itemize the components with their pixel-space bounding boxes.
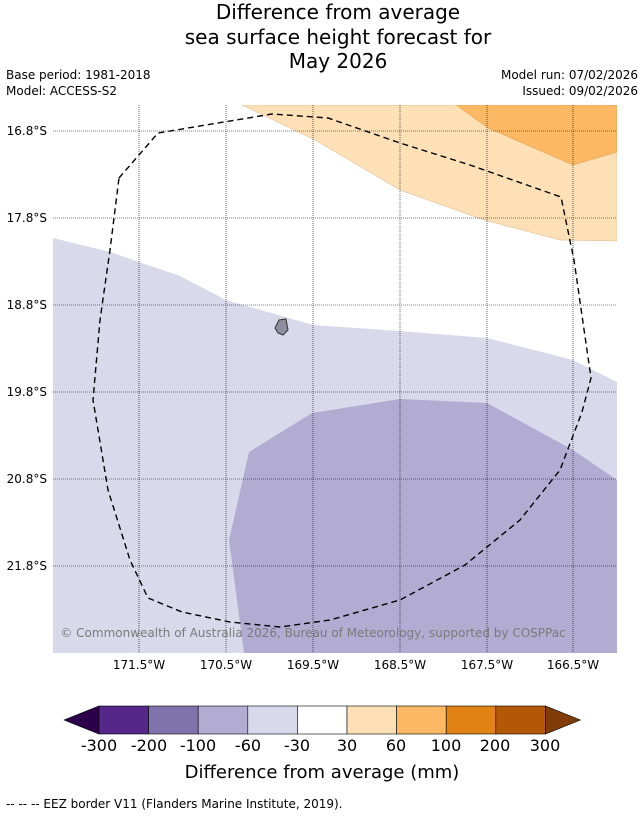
lat-label: 18.8°S	[7, 298, 47, 312]
colorbar-label: 100	[430, 736, 462, 755]
colorbar-segment	[148, 705, 199, 735]
lat-label: 19.8°S	[7, 385, 47, 399]
map-plot-area: © Commonwealth of Australia 2026, Bureau…	[53, 105, 617, 653]
meta-right: Model run: 07/02/2026 Issued: 09/02/2026	[501, 68, 638, 100]
attribution-text: © Commonwealth of Australia 2026, Bureau…	[60, 626, 565, 640]
colorbar-labels: -300 -200 -100 -60 -30 30 60 100 200 300	[0, 736, 644, 756]
title-line-3: May 2026	[288, 49, 388, 73]
lat-label: 21.8°S	[7, 559, 47, 573]
lon-label: 166.5°W	[547, 658, 599, 672]
colorbar-label: -200	[130, 736, 168, 755]
lat-label: 20.8°S	[7, 472, 47, 486]
colorbar-label: 300	[529, 736, 561, 755]
title-line-1: Difference from average	[215, 0, 461, 24]
colorbar-segment	[297, 705, 348, 735]
colorbar-segment	[346, 705, 397, 735]
colorbar-segment	[396, 705, 447, 735]
lon-label: 168.5°W	[374, 658, 426, 672]
eez-footnote: -- -- -- EEZ border V11 (Flanders Marine…	[6, 797, 343, 811]
lon-label: 167.5°W	[461, 658, 513, 672]
colorbar-extend-low	[63, 705, 100, 735]
lat-label: 16.8°S	[7, 124, 47, 138]
base-period: Base period: 1981-2018	[6, 68, 151, 82]
colorbar-label: -300	[80, 736, 118, 755]
colorbar	[63, 705, 582, 735]
latitude-labels: 16.8°S 17.8°S 18.8°S 19.8°S 20.8°S 21.8°…	[7, 124, 47, 573]
contour-60-100	[455, 105, 617, 166]
lat-label: 17.8°S	[7, 211, 47, 225]
colorbar-label: -100	[179, 736, 217, 755]
colorbar-segment	[98, 705, 149, 735]
colorbar-segment	[197, 705, 249, 735]
colorbar-segment	[445, 705, 497, 735]
lon-label: 169.5°W	[287, 658, 339, 672]
longitude-labels: 171.5°W 170.5°W 169.5°W 168.5°W 167.5°W …	[113, 658, 599, 672]
map-title: Difference from average sea surface heig…	[0, 0, 644, 74]
colorbar-title: Difference from average (mm)	[184, 762, 460, 783]
contour-minus60-minus100	[229, 399, 617, 653]
meta-left: Base period: 1981-2018 Model: ACCESS-S2	[6, 68, 151, 100]
gridlines	[53, 105, 617, 653]
colorbar-label: 30	[336, 736, 358, 755]
lon-label: 171.5°W	[113, 658, 165, 672]
colorbar-label: -30	[283, 736, 311, 755]
colorbar-label: 60	[385, 736, 407, 755]
colorbar-label: -60	[234, 736, 262, 755]
colorbar-extend-high	[545, 705, 582, 735]
issued-date: Issued: 09/02/2026	[522, 84, 638, 98]
model-run: Model run: 07/02/2026	[500, 68, 638, 82]
lon-label: 170.5°W	[200, 658, 252, 672]
island-shape	[274, 318, 289, 336]
colorbar-label: 200	[479, 736, 511, 755]
eez-border	[92, 113, 592, 628]
model-name: Model: ACCESS-S2	[6, 84, 118, 98]
title-line-2: sea surface height forecast for	[184, 24, 492, 49]
colorbar-segment	[247, 705, 298, 735]
colorbar-segment	[495, 705, 546, 735]
